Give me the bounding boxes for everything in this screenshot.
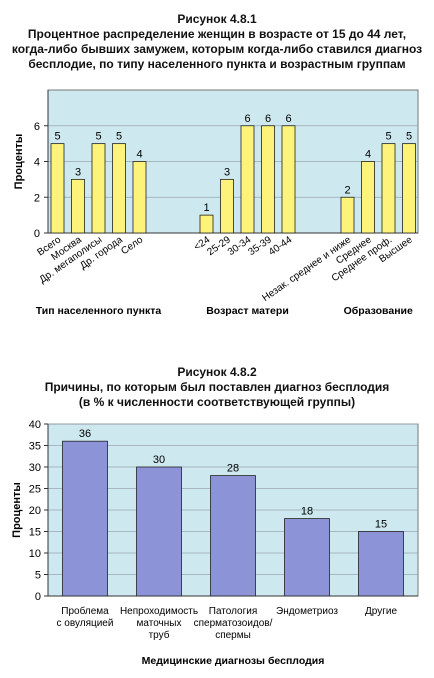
data-label: 3 <box>75 166 81 178</box>
bar <box>340 196 355 234</box>
data-label: 2 <box>344 184 350 196</box>
bar <box>284 518 330 597</box>
y-tick-label: 5 <box>35 570 41 582</box>
x-tick-label: Проблема с овуляцией <box>57 605 114 629</box>
data-label: 30 <box>153 454 165 466</box>
bar <box>281 125 296 234</box>
data-label: 3 <box>224 166 230 178</box>
x-tick-label: Патология сперматозоидов/спермы <box>194 606 273 641</box>
data-label: 5 <box>385 131 391 143</box>
y-tick-label: 0 <box>34 228 40 240</box>
data-label: 5 <box>54 131 60 143</box>
data-label: 28 <box>227 463 239 475</box>
figure1-title-block: Рисунок 4.8.1 Процентное распределение ж… <box>0 12 434 72</box>
data-label: 15 <box>375 519 387 531</box>
y-tick-label: 10 <box>29 548 41 560</box>
y-tick-label: 6 <box>34 121 40 133</box>
y-tick-label: 4 <box>34 157 40 169</box>
x-axis-label: Медицинские диагнозы бесплодия <box>142 655 325 667</box>
bar <box>199 214 214 234</box>
data-label: 5 <box>95 131 101 143</box>
bar <box>240 125 255 234</box>
y-tick-label: 2 <box>34 192 40 204</box>
figure2-title-line: Причины, по которым был поставлен диагно… <box>44 380 390 394</box>
bar <box>50 143 65 234</box>
group-label: Образование <box>344 305 413 317</box>
group-label: Возраст матери <box>206 305 289 317</box>
data-label: 4 <box>365 149 371 161</box>
figure1-title-line: бесплодие, по типу населенного пункта и … <box>28 57 406 71</box>
y-tick-label: 20 <box>29 505 41 517</box>
bar <box>361 161 375 234</box>
x-tick-label: Непроходимость маточных труб <box>120 606 198 641</box>
bar <box>91 143 106 234</box>
data-label: 1 <box>203 202 209 214</box>
figure1-title-line: Процентное распределение женщин в возрас… <box>27 27 407 41</box>
data-label: 6 <box>285 113 291 125</box>
data-label: 18 <box>301 506 313 518</box>
figure1-title-line: когда-либо бывших замужем, которым когда… <box>11 42 423 56</box>
bar <box>261 125 275 234</box>
x-tick-label: Эндометриоз <box>276 606 338 617</box>
bar <box>381 143 396 234</box>
y-axis-label: Проценты <box>11 482 23 538</box>
bar <box>210 475 256 597</box>
figure2-heading: Рисунок 4.8.2 <box>177 365 257 379</box>
bar <box>402 143 416 234</box>
y-tick-label: 15 <box>29 527 41 539</box>
bar <box>62 440 108 597</box>
bar <box>358 531 404 597</box>
data-label: 5 <box>406 131 412 143</box>
data-label: 36 <box>79 428 91 440</box>
bar <box>112 143 126 234</box>
x-tick-label: Другие <box>365 606 397 617</box>
data-label: 6 <box>265 113 271 125</box>
bar <box>132 161 147 234</box>
figure2-title-block: Рисунок 4.8.2 Причины, по которым был по… <box>0 365 434 410</box>
data-label: 6 <box>244 113 250 125</box>
y-tick-label: 40 <box>29 419 41 431</box>
y-tick-label: 35 <box>29 441 41 453</box>
group-label: Тип населенного пункта <box>36 305 162 317</box>
y-tick-label: 30 <box>29 462 41 474</box>
bar <box>136 466 182 597</box>
bar <box>220 178 234 234</box>
figure2-title-line: (в % к численности соответствующей групп… <box>78 395 356 409</box>
data-label: 5 <box>116 131 122 143</box>
y-tick-label: 0 <box>35 591 41 603</box>
bar <box>71 178 85 234</box>
y-axis-label: Проценты <box>13 134 25 190</box>
figure1-heading: Рисунок 4.8.1 <box>177 12 257 26</box>
data-label: 4 <box>136 149 142 161</box>
y-tick-label: 25 <box>29 484 41 496</box>
